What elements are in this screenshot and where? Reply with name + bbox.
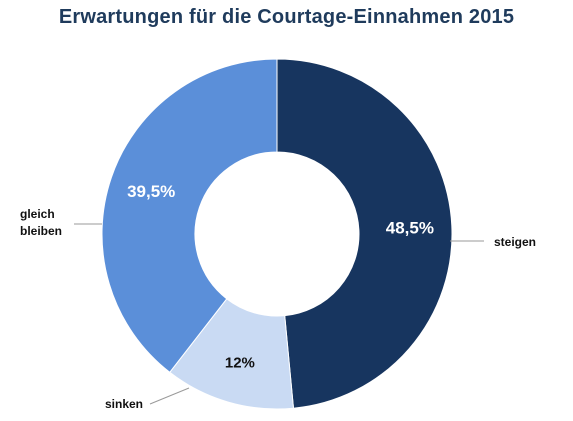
chart-title: Erwartungen für die Courtage-Einnahmen 2… [58,6,515,28]
donut-slice-steigen [276,58,453,409]
category-label-sinken: sinken [105,397,143,411]
category-label-gleich-bleiben: gleich bleiben [20,207,62,238]
leader-line-sinken [149,387,190,405]
donut-slice-gleich-bleiben [101,58,278,373]
data-label-gleich-bleiben: 39,5% [127,182,175,201]
data-label-sinken: 12% [225,355,255,372]
category-label-steigen: steigen [494,235,536,249]
data-label-steigen: 48,5% [386,219,434,238]
